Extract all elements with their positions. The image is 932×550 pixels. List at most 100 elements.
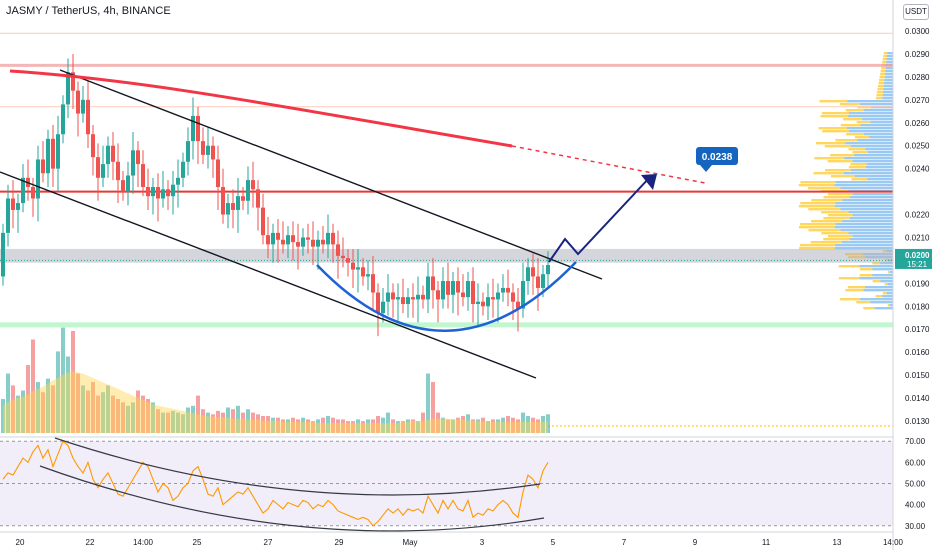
volume-bar [81, 385, 85, 433]
volume-bar [101, 392, 105, 433]
profile-bar-yellow [880, 73, 885, 76]
profile-bar-yellow [800, 223, 836, 226]
volume-bar [496, 419, 500, 433]
profile-bar-yellow [838, 265, 860, 268]
profile-bar-yellow [827, 214, 853, 217]
candle-body [101, 164, 105, 178]
profile-bar-blue [845, 142, 893, 145]
rsi-tick-label: 30.00 [905, 522, 926, 531]
profile-bar-yellow [846, 133, 864, 136]
volume-bar [516, 419, 520, 433]
time-tick-label: 22 [86, 538, 95, 547]
volume-bar [316, 419, 320, 433]
channel-lower-line [0, 171, 537, 379]
profile-bar-yellow [877, 85, 884, 88]
profile-bar-yellow [808, 229, 841, 232]
profile-bar-blue [852, 193, 893, 196]
volume-bar [441, 417, 445, 433]
candle-body [176, 177, 180, 185]
profile-bar-yellow [839, 298, 861, 301]
candle-body [21, 177, 25, 204]
profile-bar-blue [834, 226, 893, 229]
profile-bar-blue [884, 76, 893, 79]
profile-bar-yellow [819, 100, 848, 103]
target-label-text: 0.0238 [702, 152, 733, 163]
moving-average-line [9, 69, 513, 148]
rsi-line [2, 440, 549, 527]
profile-bar-yellow [800, 181, 836, 184]
currency-button[interactable]: USDT [903, 4, 929, 20]
price-tick-label: 0.0210 [905, 233, 930, 242]
volume-bar [331, 417, 335, 433]
volume-bar [46, 378, 50, 433]
time-tick-label: 9 [693, 538, 698, 547]
volume-bar [296, 419, 300, 433]
profile-bar-yellow [848, 148, 866, 151]
volume-bar [336, 419, 340, 433]
volume-bar [521, 412, 525, 433]
profile-bar-yellow [813, 172, 844, 175]
profile-bar-yellow [875, 295, 883, 298]
profile-bar-blue [860, 124, 893, 127]
profile-bar-blue [889, 304, 893, 307]
profile-bar-blue [886, 292, 893, 295]
candle-body [531, 267, 535, 277]
rsi-tick-label: 40.00 [905, 501, 926, 510]
volume-bar [151, 402, 155, 433]
profile-bar-blue [867, 151, 893, 154]
profile-bar-blue [867, 178, 893, 181]
profile-bar-blue [884, 82, 893, 85]
time-tick-label: 11 [762, 538, 771, 547]
time-tick-label: 7 [622, 538, 627, 547]
volume-bar [481, 417, 485, 433]
candle-body [86, 99, 90, 135]
profile-bar-blue [865, 148, 893, 151]
profile-bar-blue [852, 235, 893, 238]
candle-body [476, 301, 480, 304]
price-levels [0, 32, 893, 427]
candle-body [186, 141, 190, 162]
candle-body [486, 297, 490, 307]
profile-bar-blue [864, 286, 893, 289]
symbol-title: JASMY / TetherUS, 4h, BINANCE [6, 5, 171, 17]
volume-bar [436, 412, 440, 433]
last-price-badge [895, 248, 932, 269]
candle-body [146, 187, 150, 197]
candle-body [231, 203, 235, 210]
time-tick-label: 14:00 [883, 538, 904, 547]
volume-bar [86, 390, 90, 433]
last-price-countdown: 15:21 [907, 260, 928, 269]
profile-bar-blue [840, 208, 893, 211]
volume-bar [451, 419, 455, 433]
candle-body [441, 281, 445, 300]
profile-bar-blue [850, 145, 893, 148]
profile-bar-blue [844, 157, 893, 160]
candle-body [451, 281, 455, 295]
price-tick-label: 0.0270 [905, 96, 930, 105]
profile-bar-yellow [882, 61, 887, 64]
volume-bar [246, 409, 250, 433]
volume-bar [51, 385, 55, 433]
profile-bar-blue [880, 262, 893, 265]
volume-bar [401, 421, 405, 433]
volume-bar [491, 419, 495, 433]
candle-body [331, 232, 335, 245]
profile-bar-yellow [830, 154, 855, 157]
candle-body [281, 239, 285, 245]
profile-bar-blue [854, 175, 893, 178]
profile-bar-yellow [877, 88, 884, 91]
candle-body [466, 281, 470, 298]
volume-bar [506, 416, 510, 433]
volume-bar [541, 416, 545, 433]
candle-body [36, 159, 40, 199]
profile-bar-yellow [825, 169, 851, 172]
profile-bar-blue [852, 214, 893, 217]
profile-bar-yellow [824, 145, 851, 148]
profile-bar-yellow [876, 94, 883, 97]
profile-bar-blue [842, 199, 893, 202]
price-tick-label: 0.0180 [905, 302, 930, 311]
volume-bar [226, 407, 230, 433]
candle-body [31, 187, 35, 199]
volume-bar [216, 410, 220, 433]
